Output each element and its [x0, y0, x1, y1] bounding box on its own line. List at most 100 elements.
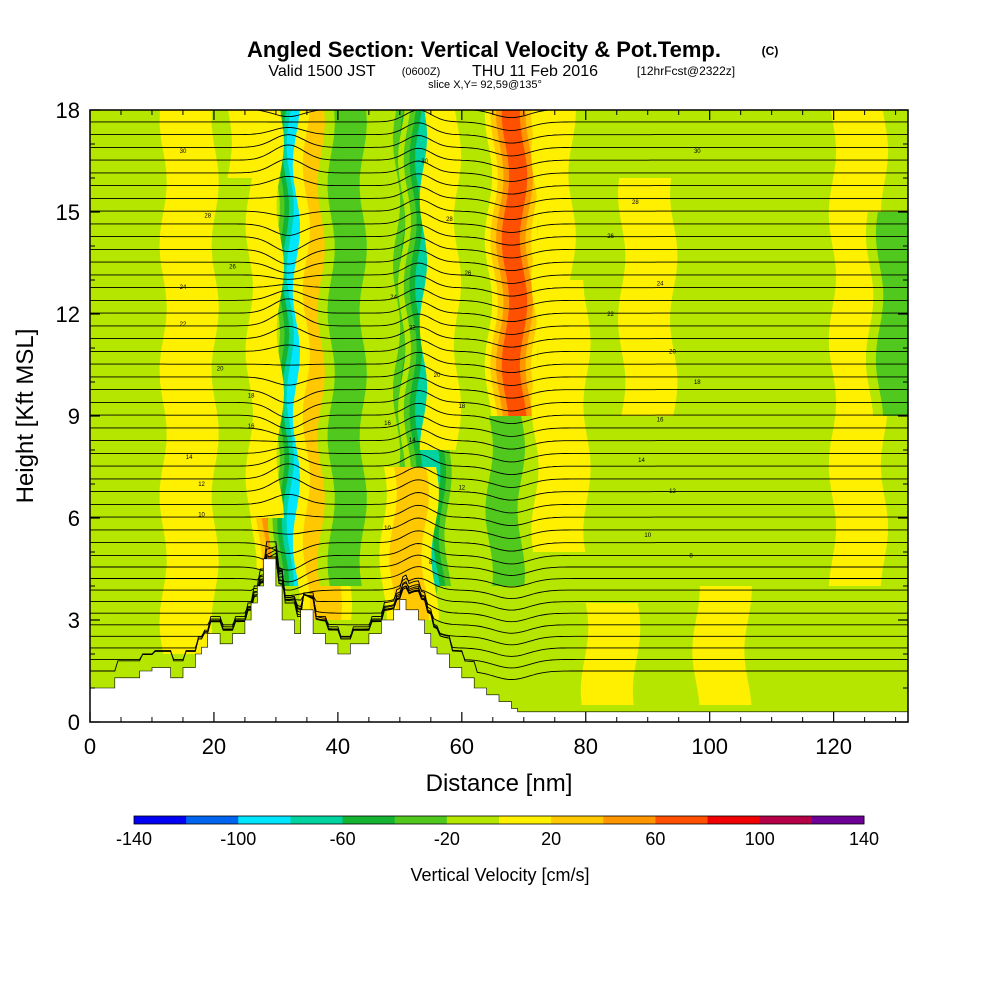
isentrope [90, 186, 908, 208]
valid-date: THU 11 Feb 2016 [472, 63, 598, 80]
contour-label: 8 [429, 560, 433, 566]
contour-label: 30 [694, 149, 701, 155]
colorbar-tick-label: 100 [745, 829, 775, 849]
velocity-band [618, 178, 678, 416]
velocity-band [772, 586, 833, 705]
isentrope [90, 158, 908, 182]
contour-label: 24 [180, 285, 187, 291]
isentrope [90, 556, 908, 600]
colorbar-swatch [238, 816, 291, 824]
contour-label: 26 [607, 234, 614, 240]
y-tick-label: 15 [56, 200, 80, 225]
contour-label: 10 [384, 526, 391, 532]
contour-label: 26 [465, 271, 472, 277]
contour-label: 28 [204, 213, 211, 219]
contour-label: 30 [421, 159, 428, 165]
y-tick-label: 0 [68, 710, 80, 735]
isentrope [90, 377, 908, 404]
isentrope [90, 556, 908, 623]
x-tick-label: 20 [202, 734, 226, 759]
velocity-feature [568, 110, 628, 280]
isentrope [90, 415, 908, 437]
isentrope [90, 552, 908, 646]
isentrope [90, 364, 908, 386]
colorbar-swatch [811, 816, 865, 824]
isentrope [90, 134, 908, 157]
velocity-band [327, 110, 367, 586]
isentrope [90, 554, 908, 583]
isentrope [90, 402, 908, 430]
isentrope [90, 275, 908, 297]
colorbar-swatch [134, 816, 187, 824]
isentrope [90, 476, 908, 501]
y-tick-label: 9 [68, 404, 80, 429]
isentrope [90, 122, 908, 144]
y-tick-label: 6 [68, 506, 80, 531]
x-axis-label: Distance [nm] [426, 770, 573, 797]
colorbar-swatch [290, 816, 344, 824]
colorbar-swatch [446, 816, 500, 824]
colorbar-tick-label: -100 [220, 829, 256, 849]
colorbar-swatch [759, 816, 813, 824]
terrain [90, 558, 908, 722]
isentrope [90, 541, 908, 680]
utc-time: (0600Z) [402, 66, 441, 78]
colorbar-swatch [707, 816, 761, 824]
plot-area: 30 28 26 24 22 20 18 16 14 12 10 30 28 26 24 22 20 18 16 14… [90, 110, 908, 722]
colorbar-swatch [603, 816, 656, 824]
velocity-feature [379, 467, 439, 620]
isentrope [90, 339, 908, 361]
colorbar-swatch [499, 816, 552, 824]
contour-label: 10 [198, 513, 205, 519]
y-tick-label: 18 [56, 98, 80, 123]
velocity-feature [865, 212, 908, 416]
isentrope [90, 211, 908, 236]
velocity-band [568, 110, 628, 280]
isentrope [90, 504, 908, 527]
velocity-feature [772, 586, 833, 705]
colorbar-frame [133, 815, 865, 825]
contour-label: 18 [694, 380, 701, 386]
contour-label: 22 [607, 312, 614, 318]
x-tick-label: 100 [691, 734, 728, 759]
x-tick-label: 120 [815, 734, 852, 759]
y-tick-label: 3 [68, 608, 80, 633]
isentrope [90, 173, 908, 195]
forecast-info: [12hrFcst@2322z] [637, 64, 735, 78]
velocity-band [692, 586, 752, 705]
pot-temp-contours [90, 110, 908, 680]
isentrope [90, 351, 908, 374]
velocity-feature [159, 110, 219, 654]
contour-label: 28 [632, 200, 639, 206]
contour-label: 12 [198, 482, 205, 488]
isentrope [90, 556, 908, 591]
isentrope [90, 463, 908, 488]
x-tick-label: 0 [84, 734, 96, 759]
valid-time: Valid 1500 JST [268, 63, 376, 80]
isentrope [90, 144, 908, 170]
isentrope [90, 390, 908, 419]
isentrope [90, 198, 908, 221]
x-tick-label: 80 [574, 734, 598, 759]
isentrope [90, 325, 908, 348]
isentrope [90, 249, 908, 274]
contour-label: 10 [644, 533, 651, 539]
contour-label: 24 [390, 295, 397, 301]
x-tick-label: 60 [450, 734, 474, 759]
isentrope [90, 492, 908, 514]
colorbar-swatch [342, 816, 396, 824]
contour-label: 14 [409, 438, 416, 444]
contour-label: 20 [217, 366, 224, 372]
isentrope [90, 453, 908, 476]
isentrope [90, 549, 908, 657]
isentrope [90, 310, 908, 335]
y-tick-label: 12 [56, 302, 80, 327]
contour-label: 18 [248, 394, 255, 400]
chart-title-mark: (C) [762, 44, 779, 58]
isentrope [90, 298, 908, 323]
isentrope [90, 237, 908, 265]
isentrope [90, 428, 908, 450]
isentrope [90, 546, 908, 669]
velocity-band [875, 212, 908, 416]
